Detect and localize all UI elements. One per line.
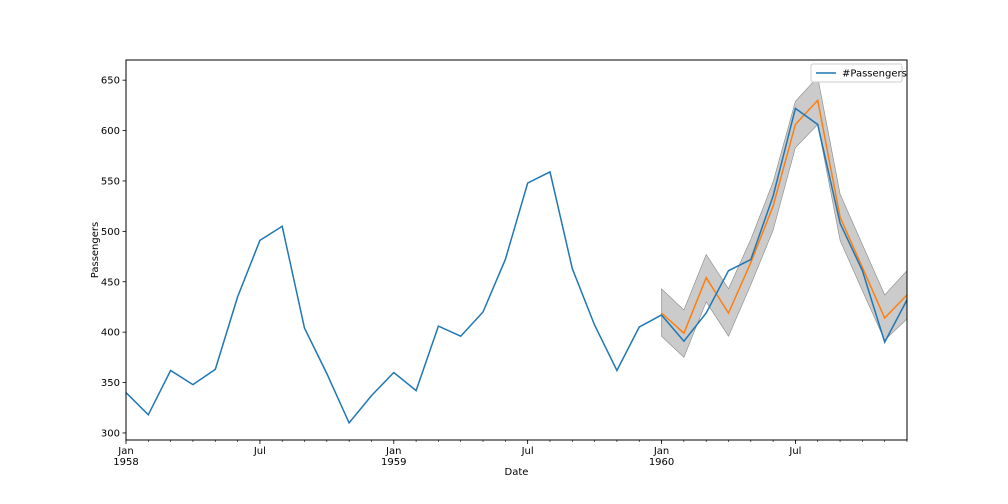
y-tick-label: 450	[101, 277, 120, 288]
y-tick-label: 350	[101, 378, 120, 389]
x-tick-sublabel: 1959	[381, 457, 406, 468]
x-tick-label: Jan	[653, 446, 669, 457]
legend: #Passengers	[810, 63, 907, 83]
x-tick-label: Jul	[521, 446, 534, 457]
x-tick-label: Jan	[117, 446, 133, 457]
y-tick-label: 600	[101, 126, 120, 137]
y-tick-label: 550	[101, 176, 120, 187]
y-tick-label: 300	[101, 428, 120, 439]
y-axis-ticks: 300 350 400 450 500 550 600 650	[101, 76, 126, 439]
x-tick-label: Jul	[788, 446, 801, 457]
series-line-forecast	[660, 98, 908, 335]
series-layer	[125, 98, 908, 425]
x-tick-label: Jul	[253, 446, 266, 457]
y-tick-label: 500	[101, 227, 120, 238]
y-tick-label: 650	[101, 76, 120, 87]
y-axis-label: Passengers	[90, 222, 101, 278]
plot-frame	[125, 59, 908, 441]
x-tick-sublabel: 1960	[649, 457, 674, 468]
legend-box	[810, 63, 903, 83]
x-tick-sublabel: 1958	[113, 457, 138, 468]
legend-entry-passengers: #Passengers	[842, 69, 907, 80]
plot-area	[126, 60, 907, 440]
y-tick-label: 400	[101, 328, 120, 339]
x-tick-label: Jan	[385, 446, 401, 457]
x-axis-label: Date	[505, 467, 529, 478]
series-line-passengers	[125, 107, 908, 425]
